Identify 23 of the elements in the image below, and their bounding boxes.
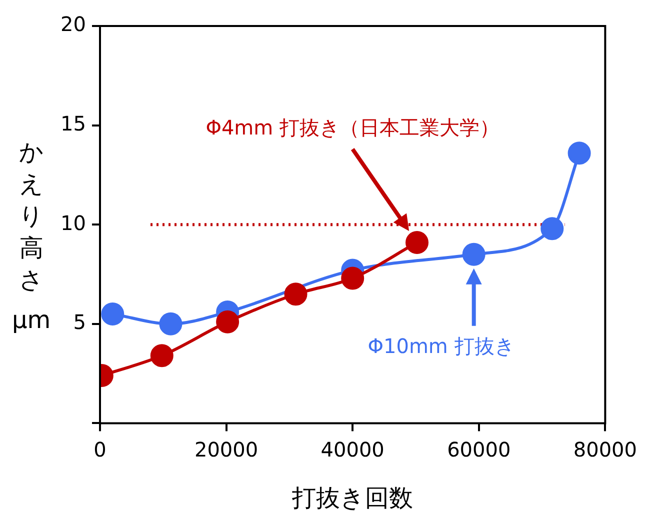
- point: [216, 310, 240, 334]
- text: Φ10mm 打抜き: [368, 334, 514, 358]
- x-axis-title: 打抜き回数: [291, 484, 414, 512]
- y-tick-label: 10: [60, 210, 86, 235]
- point: [159, 312, 182, 336]
- point: [540, 217, 564, 240]
- x-tick-label: 40000: [320, 437, 384, 462]
- y-tick-label: 15: [60, 112, 86, 136]
- y-tick-label: 5: [73, 310, 86, 334]
- point: [284, 282, 308, 306]
- point: [568, 142, 591, 165]
- x-tick-label: 0: [94, 437, 106, 462]
- y-axis-title: かえり高さ μm: [12, 137, 51, 334]
- x-tick-label: 60000: [447, 437, 511, 462]
- point: [406, 230, 429, 254]
- point: [101, 302, 124, 326]
- point: [150, 344, 174, 368]
- text: Φ4mm 打抜き（日本工業大学）: [206, 115, 500, 140]
- y-tick-label: 20: [60, 12, 86, 36]
- x-tick-label: 20000: [194, 437, 258, 462]
- x-tick-label: 80000: [573, 437, 637, 462]
- point: [341, 266, 364, 290]
- point: [462, 242, 486, 266]
